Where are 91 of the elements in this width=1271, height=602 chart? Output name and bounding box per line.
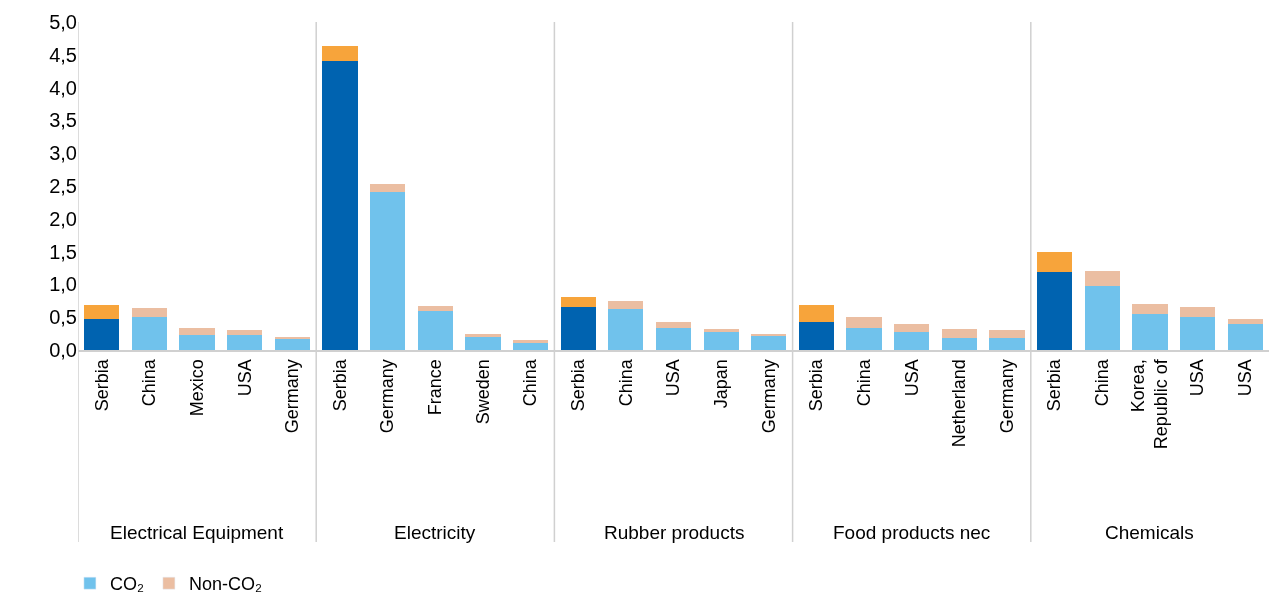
- bar: [703, 329, 739, 333]
- bar: [608, 308, 644, 350]
- bar: [1036, 271, 1073, 350]
- x-tick-label: Japan: [710, 359, 731, 409]
- bar: [1179, 307, 1216, 318]
- x-tick-label: USA: [663, 359, 684, 397]
- y-tick-label: 2,5: [49, 175, 77, 197]
- y-tick-label: 0,0: [49, 339, 77, 361]
- bar: [608, 300, 644, 309]
- y-tick-label: 1,0: [49, 273, 77, 296]
- x-tick-label: Serbia: [568, 358, 589, 412]
- bar: [989, 330, 1025, 339]
- bar: [1179, 317, 1216, 350]
- bar: [894, 324, 930, 333]
- x-tick-label: Germany: [282, 359, 303, 434]
- bar: [512, 340, 549, 343]
- bar: [274, 336, 311, 339]
- bar: [560, 296, 596, 307]
- x-tick-label: China: [615, 358, 636, 407]
- bar: [655, 327, 692, 350]
- bar: [179, 328, 215, 335]
- legend-label: Non-CO₂: [188, 574, 262, 595]
- bar: [1084, 286, 1120, 350]
- bar: [179, 334, 215, 350]
- bar: [989, 338, 1025, 350]
- x-tick-label: Netherland: [949, 359, 970, 448]
- bar: [846, 317, 882, 329]
- bar: [1132, 304, 1168, 314]
- y-tick-label: 4,5: [49, 43, 77, 66]
- bar: [131, 308, 168, 318]
- x-tick-label: USA: [901, 359, 922, 397]
- x-tick-label: Serbia: [329, 358, 350, 412]
- bar: [846, 328, 882, 350]
- bar: [703, 332, 739, 350]
- bar: [131, 317, 168, 350]
- x-tick-label: Germany: [758, 359, 779, 434]
- x-tick-label: Germany: [996, 359, 1017, 434]
- y-tick-label: 4,0: [49, 76, 77, 99]
- text: Electricity: [394, 522, 476, 543]
- bar: [941, 329, 977, 339]
- bar: [560, 306, 596, 350]
- x-tick-label: China: [139, 358, 160, 407]
- bar: [655, 322, 692, 328]
- x-tick-label: Serbia: [806, 358, 827, 412]
- x-tick-label: Korea, Republic of: [1128, 358, 1172, 450]
- bar: [84, 304, 120, 320]
- bar: [894, 332, 930, 350]
- x-tick-label: Sweden: [472, 359, 493, 425]
- x-tick-label: China: [853, 358, 874, 407]
- y-tick-label: 1,5: [49, 240, 77, 263]
- bar: [84, 319, 120, 350]
- bar: [417, 311, 453, 350]
- bar: [798, 305, 835, 323]
- x-tick-label: Serbia: [1044, 358, 1065, 412]
- bar: [227, 330, 263, 335]
- bar: [465, 336, 501, 350]
- x-tick-label: Germany: [377, 359, 398, 434]
- bar: [227, 334, 263, 350]
- bar: [798, 322, 835, 350]
- bar: [751, 336, 787, 350]
- bar: [465, 334, 501, 337]
- x-tick-label: France: [425, 359, 446, 416]
- y-tick-label: 3,5: [49, 109, 77, 132]
- text: Chemicals: [1105, 522, 1194, 543]
- bar: [1227, 324, 1263, 350]
- x-tick-label: Serbia: [91, 358, 112, 412]
- y-tick-label: 0,5: [49, 306, 77, 329]
- y-tick-label: 3,0: [49, 142, 77, 165]
- x-tick-label: USA: [234, 359, 255, 397]
- bar: [941, 338, 977, 350]
- x-tick-label: USA: [1235, 359, 1256, 397]
- x-tick-label: China: [1092, 358, 1113, 407]
- bar: [274, 338, 311, 350]
- bar: [322, 60, 358, 350]
- y-tick-label: 5,0: [49, 11, 77, 33]
- y-tick-label: 2,0: [49, 207, 77, 230]
- legend-label: CO₂: [109, 574, 144, 595]
- text: Food products nec: [833, 522, 991, 543]
- bar: [370, 184, 406, 192]
- bar: [370, 191, 406, 350]
- bar: [1084, 270, 1120, 287]
- x-tick-label: China: [520, 358, 541, 407]
- bar: [512, 342, 549, 350]
- bar: [417, 306, 453, 312]
- bar: [322, 46, 358, 61]
- x-tick-label: USA: [1187, 359, 1208, 397]
- bar: [1132, 313, 1168, 350]
- text: Electrical Equipment: [110, 522, 284, 543]
- text: Rubber products: [604, 522, 745, 543]
- x-tick-label: Mexico: [186, 359, 207, 417]
- bar: [1036, 252, 1073, 272]
